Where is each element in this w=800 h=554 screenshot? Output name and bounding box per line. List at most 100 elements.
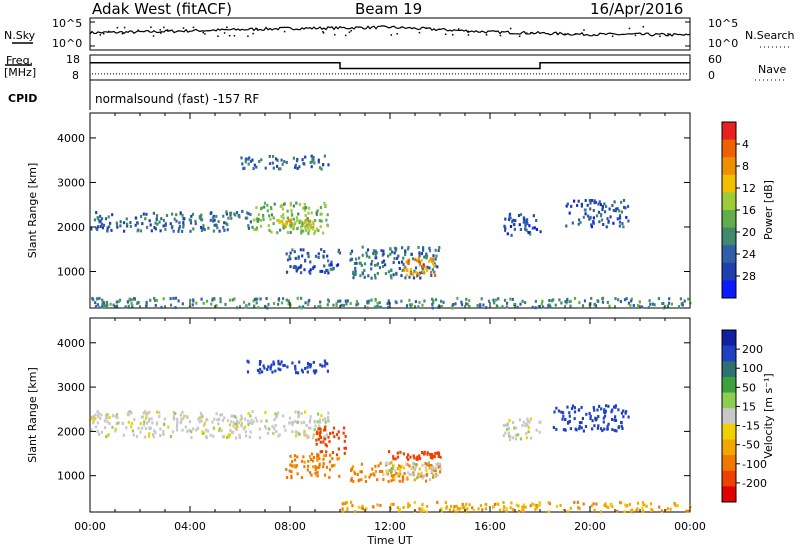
velocity-cell — [376, 478, 379, 482]
power-cell — [257, 217, 260, 221]
velocity-cell — [439, 467, 442, 471]
power-cell — [426, 265, 429, 269]
power-cell — [622, 198, 626, 202]
power-cell — [376, 305, 379, 308]
velocity-cell — [323, 425, 327, 429]
velocity-cell — [249, 430, 252, 434]
freq-tick-high: 18 — [66, 53, 80, 66]
velocity-cell — [309, 365, 312, 369]
velocity-cell — [508, 419, 511, 422]
velocity-cell — [318, 432, 321, 436]
velocity-cell — [295, 371, 298, 375]
power-cell — [169, 303, 173, 307]
power-cell — [510, 233, 513, 237]
velocity-cell — [318, 418, 321, 422]
power-cell — [215, 224, 218, 227]
velocity-cell — [636, 507, 639, 511]
velocity-cell — [300, 368, 304, 372]
power-cell — [290, 218, 293, 222]
velocity-cell — [410, 466, 414, 470]
power-cell — [276, 164, 279, 168]
velocity-cell — [419, 456, 422, 460]
power-cell — [402, 263, 405, 266]
power-cell — [268, 228, 271, 232]
velocity-cell — [274, 423, 277, 427]
power-cell — [627, 301, 630, 305]
power-cell — [416, 259, 419, 263]
power-cell — [292, 266, 295, 269]
velocity-cell — [504, 431, 507, 435]
velocity-cell — [321, 364, 324, 368]
power-cell — [323, 264, 326, 268]
power-cell — [431, 257, 434, 261]
power-cell — [216, 226, 219, 230]
velocity-cell — [290, 474, 293, 478]
velocity-cell — [269, 367, 272, 371]
velocity-cell — [292, 420, 295, 424]
power-cell — [424, 255, 427, 258]
power-cell — [390, 268, 393, 272]
velocity-cell — [308, 455, 311, 459]
power-cell — [225, 212, 228, 216]
power-cell — [589, 201, 592, 205]
velocity-cell — [350, 467, 353, 471]
time-tick-label: 08:00 — [274, 520, 306, 533]
velocity-cell — [431, 456, 434, 460]
velocity-cell — [517, 504, 520, 508]
power-cell — [253, 304, 256, 308]
power-cell — [278, 221, 281, 224]
power-cell — [152, 211, 155, 215]
velocity-cell — [284, 428, 287, 432]
velocity-cell — [235, 436, 238, 440]
power-cell — [612, 209, 615, 212]
power-cell — [292, 156, 295, 160]
power-cell — [407, 259, 410, 263]
power-cell — [135, 216, 138, 220]
velocity-cell — [288, 469, 291, 473]
power-cell — [601, 218, 604, 222]
velocity-cell — [244, 417, 247, 421]
power-panel-frame — [89, 112, 691, 309]
time-tick-label: 00:00 — [74, 520, 106, 533]
power-cell — [620, 200, 623, 204]
velocity-cell — [316, 453, 319, 456]
velocity-cell — [312, 433, 315, 437]
velocity-cell — [304, 367, 307, 370]
power-cell — [549, 305, 552, 309]
nsearch-point — [182, 27, 185, 29]
velocity-cell — [258, 362, 261, 366]
power-cell — [246, 216, 249, 220]
power-cell — [294, 165, 297, 169]
power-cell — [225, 221, 228, 225]
velocity-cell — [603, 410, 606, 414]
velocity-colorbar-label: Velocity [m s⁻¹] — [762, 373, 775, 458]
power-cell — [286, 209, 289, 213]
velocity-cell — [592, 406, 595, 409]
power-cell — [223, 228, 226, 232]
power-cell — [262, 218, 265, 222]
velocity-cell — [582, 429, 585, 433]
velocity-cell — [521, 424, 524, 427]
velocity-cell — [125, 426, 128, 430]
velocity-cell — [356, 473, 359, 476]
power-cell — [98, 296, 101, 300]
noise-tick-low-right: 10^0 — [708, 37, 739, 50]
power-cell — [305, 218, 308, 222]
power-cell — [219, 300, 222, 304]
velocity-cell — [397, 472, 400, 476]
power-cell — [597, 202, 600, 206]
power-cell — [160, 217, 163, 221]
power-cell — [607, 219, 610, 223]
velocity-cell — [606, 427, 609, 431]
velocity-cell — [401, 464, 404, 468]
power-cell — [189, 229, 192, 233]
velocity-cell — [448, 508, 451, 512]
velocity-cell — [328, 440, 331, 444]
velocity-cell — [236, 423, 239, 427]
velocity-cell — [311, 459, 314, 463]
power-cell — [309, 226, 313, 230]
velocity-cell — [114, 414, 117, 418]
power-cell — [307, 255, 310, 259]
velocity-cell — [460, 506, 463, 510]
